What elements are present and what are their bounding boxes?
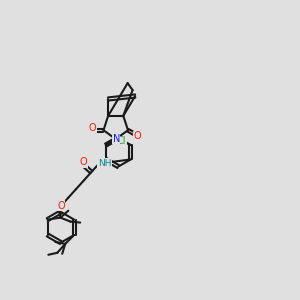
Text: Cl: Cl xyxy=(117,136,126,146)
Text: O: O xyxy=(80,157,88,167)
Text: N: N xyxy=(112,134,120,144)
Text: O: O xyxy=(57,201,64,211)
Text: O: O xyxy=(89,123,96,133)
Text: O: O xyxy=(134,131,142,141)
Text: NH: NH xyxy=(98,159,111,168)
